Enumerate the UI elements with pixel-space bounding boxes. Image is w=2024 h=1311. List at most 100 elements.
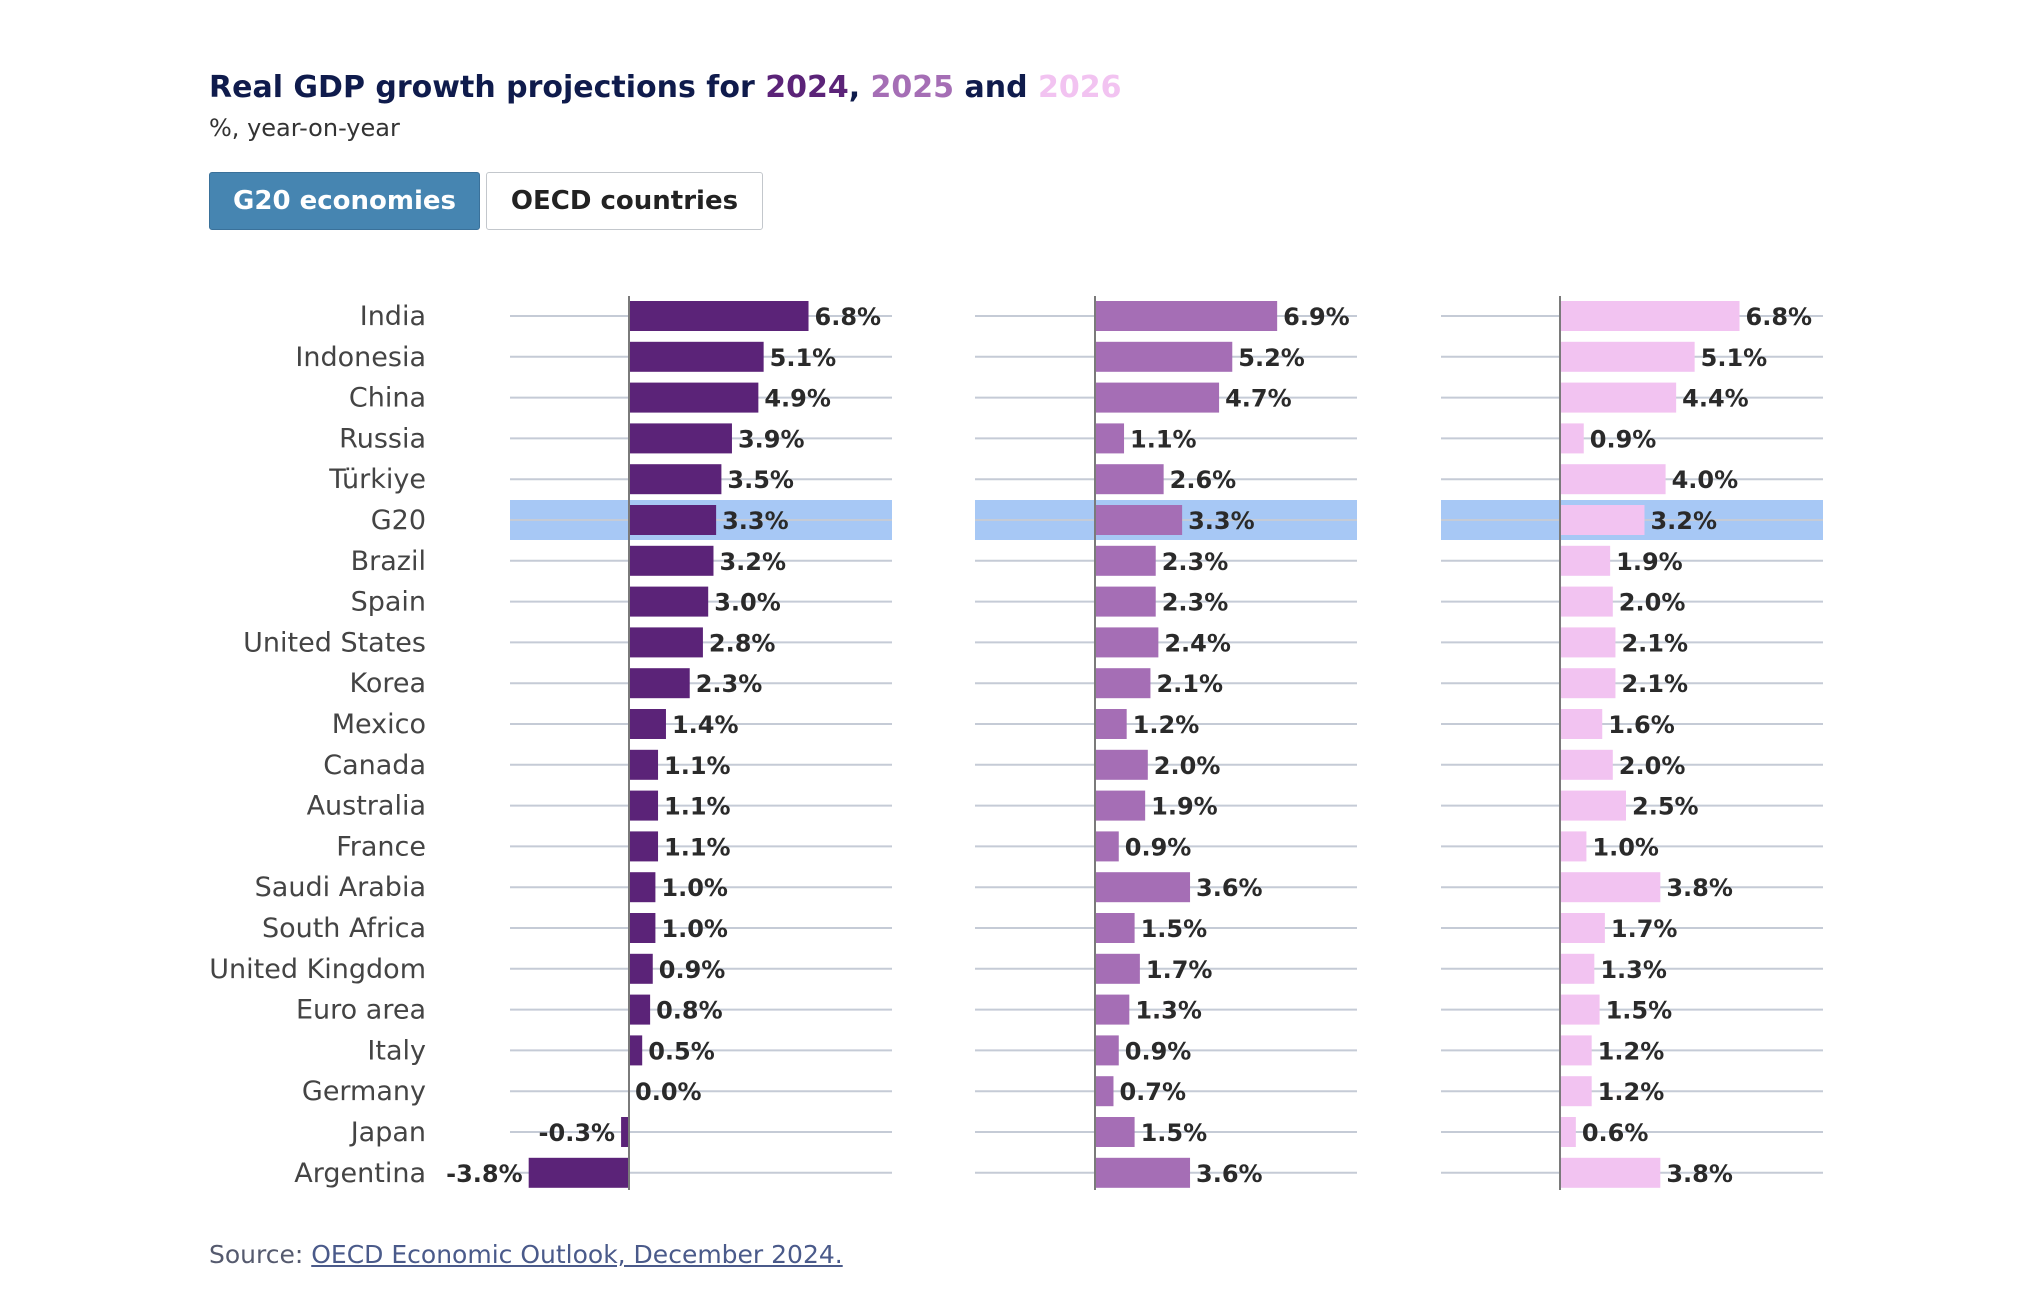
data-label-2024-france: 1.1% bbox=[664, 833, 731, 861]
bar-2026-korea bbox=[1560, 668, 1616, 699]
title-year-2025: 2025 bbox=[870, 70, 955, 105]
data-label-2024-japan: -0.3% bbox=[539, 1119, 616, 1147]
data-label-2024-canada: 1.1% bbox=[664, 752, 731, 780]
category-label-canada: Canada bbox=[323, 750, 426, 781]
bar-2025-saudi-arabia bbox=[1095, 872, 1191, 903]
bar-2024-argentina bbox=[528, 1157, 629, 1188]
bar-2025-mexico bbox=[1095, 709, 1127, 739]
data-label-2026-france: 1.0% bbox=[1592, 833, 1659, 861]
category-label-indonesia: Indonesia bbox=[295, 342, 426, 373]
data-label-2026-united-kingdom: 1.3% bbox=[1600, 956, 1667, 984]
category-label-spain: Spain bbox=[351, 587, 426, 618]
data-label-2024-argentina: -3.8% bbox=[446, 1160, 523, 1188]
data-label-2024-euro-area: 0.8% bbox=[656, 997, 723, 1025]
data-label-2026-mexico: 1.6% bbox=[1608, 711, 1675, 739]
data-label-2025-australia: 1.9% bbox=[1151, 793, 1218, 821]
bar-2026-brazil bbox=[1560, 545, 1611, 576]
data-label-2025-t-rkiye: 2.6% bbox=[1170, 466, 1237, 494]
category-label-russia: Russia bbox=[339, 423, 426, 454]
data-label-2026-spain: 2.0% bbox=[1619, 589, 1686, 617]
bar-2026-germany bbox=[1560, 1076, 1592, 1107]
bar-2024-south-africa bbox=[629, 913, 656, 943]
category-label-t-rkiye: Türkiye bbox=[328, 464, 426, 495]
bar-2026-g20 bbox=[1560, 505, 1645, 535]
bar-2026-canada bbox=[1560, 749, 1613, 780]
tab-g20-economies[interactable]: G20 economies bbox=[209, 172, 480, 230]
bar-2026-united-kingdom bbox=[1560, 953, 1595, 984]
category-label-south-africa: South Africa bbox=[262, 913, 426, 944]
category-label-china: China bbox=[349, 383, 426, 414]
category-label-euro-area: Euro area bbox=[296, 995, 426, 1026]
bar-2025-argentina bbox=[1095, 1157, 1191, 1188]
category-label-france: France bbox=[336, 831, 426, 862]
bar-2025-g20 bbox=[1095, 505, 1183, 535]
bar-2025-australia bbox=[1095, 790, 1146, 821]
source-link[interactable]: OECD Economic Outlook, December 2024. bbox=[311, 1240, 843, 1269]
bar-2026-euro-area bbox=[1560, 994, 1600, 1025]
tab-oecd-countries[interactable]: OECD countries bbox=[486, 172, 763, 230]
category-label-saudi-arabia: Saudi Arabia bbox=[255, 872, 426, 903]
title-prefix: Real GDP growth projections for bbox=[209, 70, 766, 105]
category-label-mexico: Mexico bbox=[332, 709, 426, 740]
data-label-2025-g20: 3.3% bbox=[1188, 507, 1255, 535]
data-label-2024-korea: 2.3% bbox=[696, 670, 763, 698]
data-label-2025-mexico: 1.2% bbox=[1133, 711, 1200, 739]
data-label-2024-brazil: 3.2% bbox=[719, 548, 786, 576]
data-label-2025-saudi-arabia: 3.6% bbox=[1196, 874, 1263, 902]
category-label-italy: Italy bbox=[367, 1035, 426, 1066]
data-label-2026-united-states: 2.1% bbox=[1621, 629, 1688, 657]
chart-title: Real GDP growth projections for 2024, 20… bbox=[209, 70, 1122, 105]
data-label-2026-saudi-arabia: 3.8% bbox=[1666, 874, 1733, 902]
data-label-2025-united-kingdom: 1.7% bbox=[1146, 956, 1213, 984]
bar-2026-south-africa bbox=[1560, 913, 1605, 943]
bar-2025-euro-area bbox=[1095, 994, 1130, 1025]
bar-2026-spain bbox=[1560, 586, 1613, 617]
data-label-2026-china: 4.4% bbox=[1682, 385, 1749, 413]
data-label-2024-saudi-arabia: 1.0% bbox=[661, 874, 728, 902]
category-label-united-kingdom: United Kingdom bbox=[209, 954, 426, 985]
title-year-2024: 2024 bbox=[765, 70, 849, 105]
data-label-2024-united-kingdom: 0.9% bbox=[659, 956, 726, 984]
bar-2024-korea bbox=[629, 668, 690, 699]
data-label-2024-italy: 0.5% bbox=[648, 1037, 715, 1065]
bar-2025-brazil bbox=[1095, 545, 1156, 576]
data-label-2026-japan: 0.6% bbox=[1582, 1119, 1649, 1147]
data-label-2024-china: 4.9% bbox=[764, 385, 831, 413]
bar-2026-russia bbox=[1560, 423, 1584, 454]
data-label-2026-argentina: 3.8% bbox=[1666, 1160, 1733, 1188]
data-label-2025-india: 6.9% bbox=[1283, 303, 1350, 331]
bar-2024-australia bbox=[629, 790, 659, 821]
bar-2024-euro-area bbox=[629, 994, 651, 1025]
data-label-2026-indonesia: 5.1% bbox=[1701, 344, 1768, 372]
bar-2024-india bbox=[629, 301, 809, 331]
data-label-2025-spain: 2.3% bbox=[1162, 589, 1229, 617]
data-label-2025-argentina: 3.6% bbox=[1196, 1160, 1263, 1188]
bar-2025-china bbox=[1095, 382, 1220, 413]
bar-2024-united-states bbox=[629, 627, 703, 658]
data-label-2026-g20: 3.2% bbox=[1650, 507, 1717, 535]
bar-2026-australia bbox=[1560, 790, 1626, 821]
bar-2025-spain bbox=[1095, 586, 1156, 617]
category-label-argentina: Argentina bbox=[294, 1158, 426, 1189]
title-separator-1: , bbox=[848, 70, 871, 105]
data-label-2025-south-africa: 1.5% bbox=[1141, 915, 1208, 943]
category-label-brazil: Brazil bbox=[351, 546, 426, 577]
bar-2025-russia bbox=[1095, 423, 1125, 454]
data-label-2025-france: 0.9% bbox=[1125, 833, 1192, 861]
data-label-2026-brazil: 1.9% bbox=[1616, 548, 1683, 576]
bar-2024-brazil bbox=[629, 545, 714, 576]
data-label-2026-t-rkiye: 4.0% bbox=[1672, 466, 1739, 494]
bar-2025-japan bbox=[1095, 1117, 1135, 1147]
bar-2024-japan bbox=[621, 1117, 629, 1147]
category-label-india: India bbox=[360, 301, 426, 332]
bar-2025-germany bbox=[1095, 1076, 1114, 1107]
data-label-2024-united-states: 2.8% bbox=[709, 629, 776, 657]
bar-2024-mexico bbox=[629, 709, 666, 739]
data-label-2025-brazil: 2.3% bbox=[1162, 548, 1229, 576]
bar-2026-china bbox=[1560, 382, 1677, 413]
data-label-2026-italy: 1.2% bbox=[1598, 1037, 1665, 1065]
bar-2024-g20 bbox=[629, 505, 717, 535]
bar-2025-united-kingdom bbox=[1095, 953, 1140, 984]
data-label-2025-germany: 0.7% bbox=[1119, 1078, 1186, 1106]
bar-2024-saudi-arabia bbox=[629, 872, 656, 903]
